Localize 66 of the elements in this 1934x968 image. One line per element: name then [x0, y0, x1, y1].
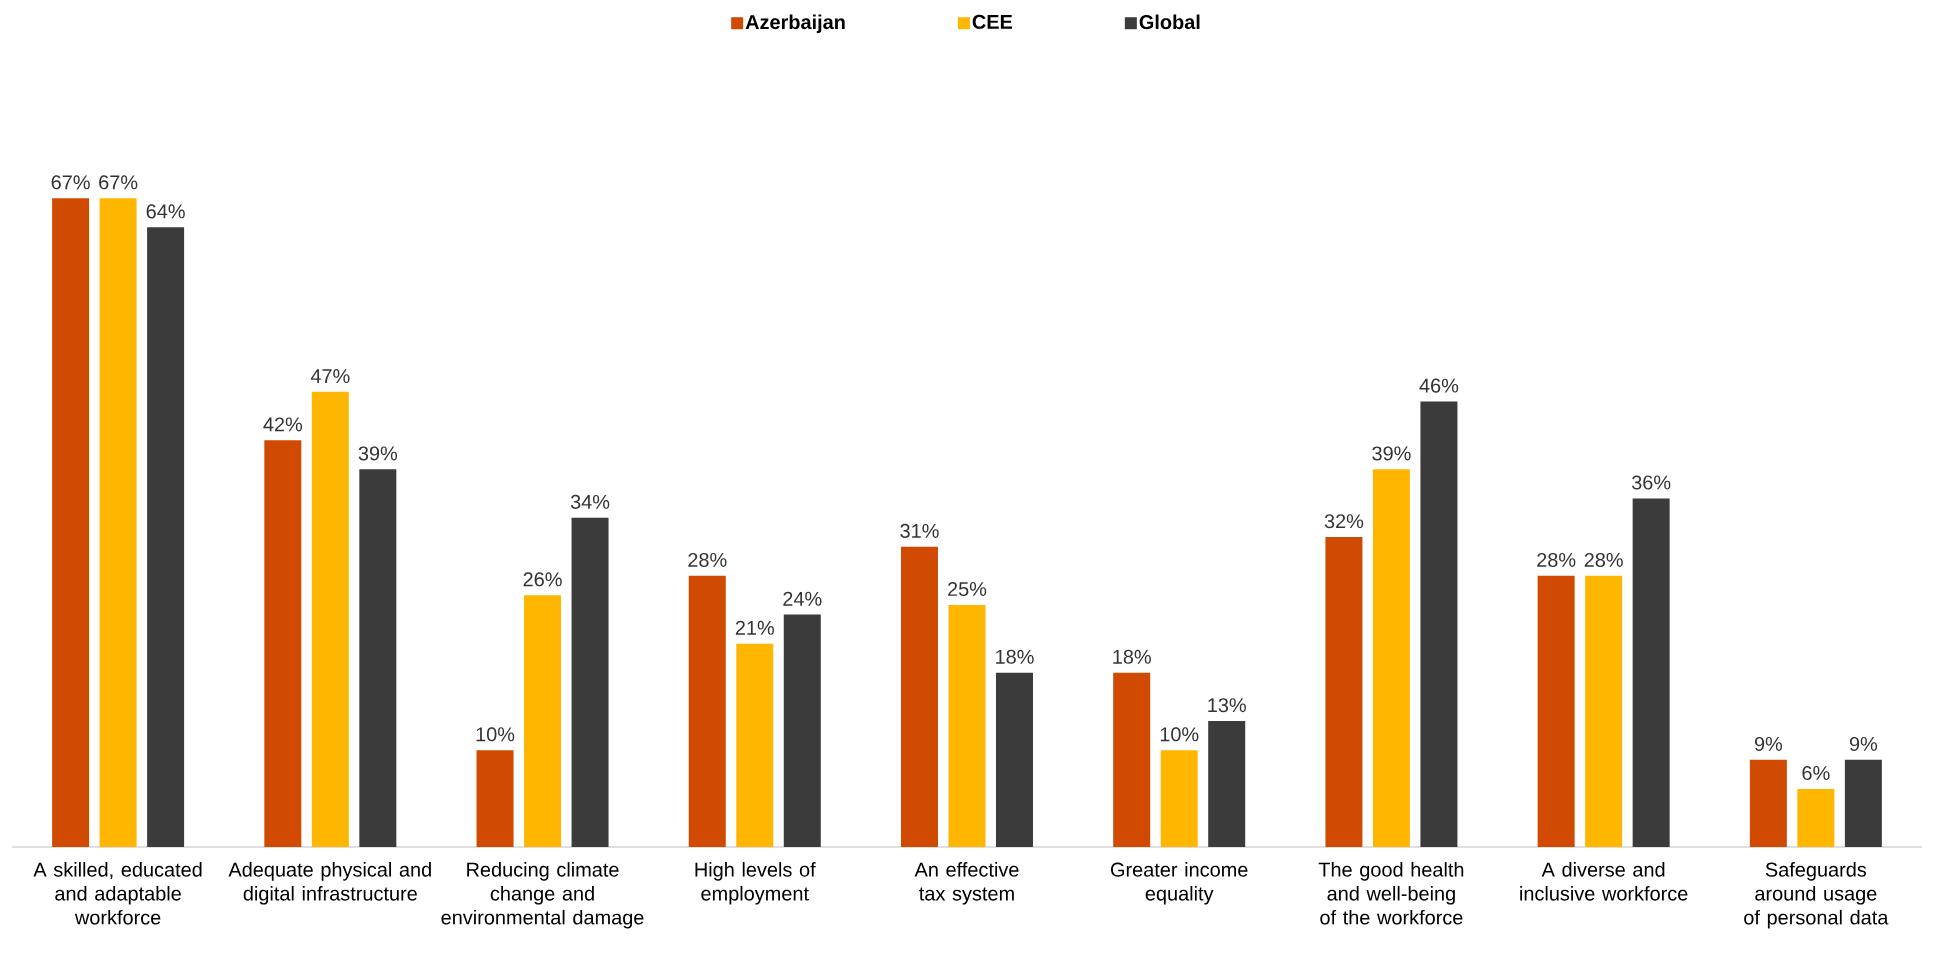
data-label: 10% [476, 727, 515, 742]
bar [52, 198, 90, 847]
x-tick-label: Safeguards around usage of personal data [1744, 862, 1889, 929]
bar [359, 469, 397, 847]
bar [1420, 401, 1458, 847]
data-label: 18% [996, 649, 1034, 664]
data-label: 42% [263, 417, 303, 432]
data-label: 10% [1160, 727, 1199, 742]
data-label: 25% [948, 581, 987, 597]
data-label: 18% [1113, 649, 1151, 664]
data-label: 31% [900, 523, 939, 538]
bar [571, 517, 609, 847]
data-label: 28% [688, 552, 727, 567]
bar [1160, 750, 1198, 847]
data-label: 39% [358, 446, 398, 461]
data-label: 24% [783, 591, 822, 606]
bar [995, 672, 1033, 847]
bar [1749, 759, 1787, 847]
x-tick-label: A diverse and inclusive workforce [1520, 862, 1688, 901]
bar [783, 614, 821, 847]
x-tick-label: The good health and well-being of the workforce [1318, 862, 1464, 925]
bar [736, 643, 774, 847]
x-tick-label: Greater income equality [1110, 862, 1248, 905]
data-label: 67% [51, 175, 90, 190]
bar [1113, 672, 1151, 847]
data-label: 6% [1802, 765, 1830, 781]
bar [1585, 575, 1623, 847]
bar [1208, 721, 1246, 847]
bar [524, 595, 562, 847]
x-tick-label: Reducing climate change and environmental damage [441, 862, 644, 929]
bar [147, 227, 185, 847]
bar [1632, 498, 1670, 847]
bar [99, 198, 137, 847]
data-label: 9% [1754, 736, 1783, 751]
bar [311, 391, 349, 847]
bar [948, 604, 986, 847]
x-tick-label: High levels of employment [695, 862, 816, 905]
data-label: 36% [1631, 475, 1671, 490]
x-tick-label: Adequate physical and digital infrastructure [228, 862, 431, 905]
bar [1797, 788, 1835, 847]
bar [1372, 469, 1410, 847]
data-label: 67% [99, 175, 138, 190]
bar [1844, 759, 1882, 847]
x-tick-label: An effective tax system [914, 862, 1019, 905]
bar [1325, 537, 1363, 847]
data-label: 21% [735, 620, 774, 635]
data-label: 13% [1208, 698, 1246, 713]
legend-label: Azerbaijan [745, 14, 845, 34]
data-label: 32% [1324, 514, 1364, 529]
data-label: 28% [1537, 552, 1576, 567]
bar [1537, 575, 1575, 847]
bar [476, 750, 514, 847]
legend-label: CEE [972, 14, 1013, 29]
bar [688, 575, 726, 847]
legend-label: Global [1139, 14, 1200, 30]
x-tick-label: A skilled, educated and adaptable workforce [33, 862, 202, 925]
data-label: 47% [310, 369, 350, 384]
data-label: 28% [1584, 552, 1623, 567]
data-label: 34% [570, 494, 610, 509]
data-label: 46% [1419, 378, 1459, 393]
bar [264, 440, 302, 847]
bar [900, 546, 938, 847]
data-label: 39% [1372, 446, 1411, 461]
data-label: 9% [1849, 736, 1878, 751]
data-label: 26% [523, 572, 562, 587]
data-label: 64% [146, 204, 185, 219]
